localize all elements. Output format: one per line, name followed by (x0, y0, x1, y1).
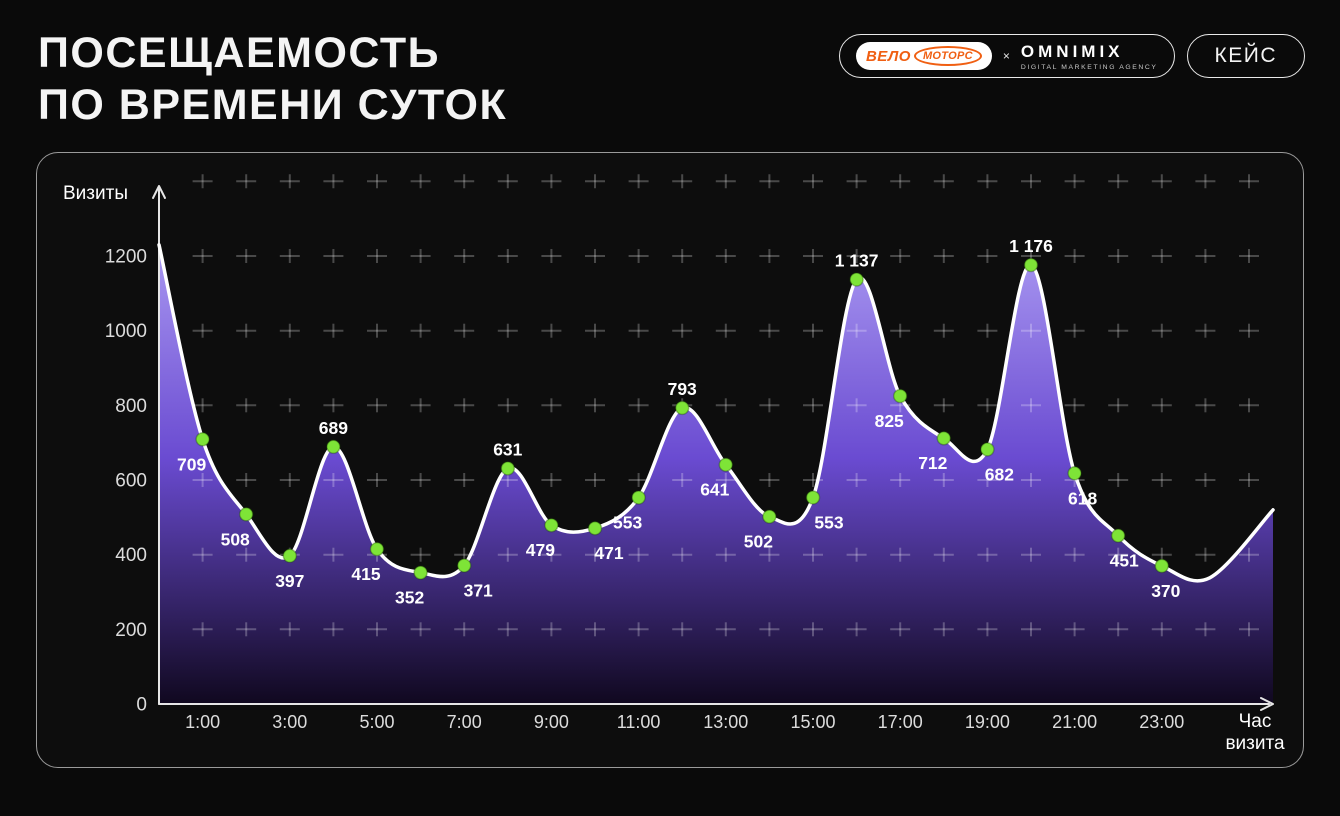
data-point-label: 415 (351, 564, 380, 584)
x-axis-label-line1: Час (1239, 711, 1272, 732)
y-tick-label: 0 (136, 695, 147, 716)
omnimix-logo-name: OMNIMIX (1020, 41, 1124, 61)
logo-separator-x: × (1002, 49, 1010, 63)
y-tick-label: 600 (115, 471, 147, 492)
x-tick-label: 3:00 (272, 712, 307, 732)
data-point-label: 397 (275, 571, 304, 591)
data-point-label: 508 (221, 529, 250, 549)
omnimix-logo-subtitle: DIGITAL MARKETING AGENCY (1020, 63, 1158, 71)
x-tick-label: 9:00 (534, 712, 569, 732)
data-point (762, 509, 777, 524)
data-point-label: 641 (700, 480, 729, 500)
data-point (587, 520, 603, 536)
x-tick-label: 21:00 (1052, 712, 1097, 732)
chart-axes (152, 185, 1274, 711)
chart-grid (192, 174, 1259, 637)
data-point-label: 825 (875, 411, 904, 431)
data-point (369, 541, 385, 557)
y-tick-label: 1200 (105, 247, 147, 268)
data-point (892, 388, 908, 404)
data-point (326, 439, 341, 455)
data-point-label: 712 (918, 453, 947, 473)
velomotors-logo-text: ВЕЛО (865, 47, 911, 65)
chart-area-fill (159, 244, 1273, 705)
data-point (1067, 466, 1082, 481)
data-point-labels: 709 508 397 689 415 352 371 631 479 471 553 793 641 5… (177, 236, 1181, 608)
data-point (195, 432, 210, 447)
data-point (1110, 528, 1126, 543)
x-tick-labels: 1:00 3:00 5:00 7:00 9:00 11:00 13:00 15:00 17:00… (185, 712, 1184, 732)
data-point (1154, 558, 1170, 574)
data-point-label: 553 (814, 513, 843, 533)
data-point-label: 1 176 (1009, 236, 1053, 256)
x-tick-label: 23:00 (1139, 712, 1184, 732)
data-point (544, 517, 559, 533)
data-point-label: 471 (594, 543, 623, 563)
data-point-label: 1 137 (835, 251, 879, 271)
y-tick-label: 200 (115, 620, 147, 641)
page-title-line2: ПО ВРЕМЕНИ СУТОК (38, 80, 508, 129)
data-points (195, 257, 1170, 580)
data-point (718, 457, 734, 472)
data-point (282, 548, 298, 564)
data-point-label: 371 (464, 581, 493, 601)
data-point (1023, 257, 1039, 273)
data-point-label: 451 (1110, 551, 1139, 571)
page-title-line1: ПОСЕЩАЕМОСТЬ (38, 29, 441, 77)
data-point (238, 507, 254, 522)
x-tick-label: 11:00 (617, 712, 661, 732)
chart-panel: Визиты Час визита 0 200 400 600 800 1000 1200 1:00… (36, 152, 1304, 768)
data-point-label: 793 (668, 379, 697, 399)
data-point-label: 709 (177, 454, 206, 474)
x-tick-label: 17:00 (878, 712, 923, 732)
y-tick-label: 1000 (105, 321, 147, 342)
data-point-label: 370 (1151, 581, 1180, 601)
y-tick-label: 400 (115, 545, 147, 566)
omnimix-logo: OMNIMIX DIGITAL MARKETING AGENCY (1021, 42, 1158, 71)
data-point-label: 502 (744, 532, 773, 552)
y-axis-label: Визиты (63, 183, 128, 204)
x-tick-label: 5:00 (359, 712, 394, 732)
header: ПОСЕЩАЕМОСТЬ ПО ВРЕМЕНИ СУТОК ВЕЛО МОТОР… (38, 28, 1305, 131)
data-point (674, 400, 690, 416)
x-axis-label-line2: визита (1225, 733, 1285, 754)
data-point-label: 682 (985, 464, 1014, 484)
x-tick-label: 15:00 (790, 712, 835, 732)
x-tick-label: 1:00 (185, 712, 220, 732)
y-tick-label: 800 (115, 396, 147, 417)
data-point-label: 352 (395, 588, 424, 608)
x-tick-label: 19:00 (965, 712, 1010, 732)
data-point-label: 479 (526, 540, 555, 560)
data-point (500, 461, 516, 476)
velomotors-logo: ВЕЛО МОТОРС (855, 42, 992, 70)
data-point-label: 618 (1068, 488, 1097, 508)
data-point (980, 442, 995, 457)
brand-logos-pill: ВЕЛО МОТОРС × OMNIMIX DIGITAL MARKETING … (838, 34, 1175, 78)
data-point (413, 565, 428, 580)
case-badge: КЕЙС (1186, 34, 1305, 78)
y-tick-labels: 0 200 400 600 800 1000 1200 (105, 247, 147, 716)
data-point (936, 430, 952, 446)
data-point-label: 631 (493, 439, 522, 459)
data-point (631, 490, 646, 505)
data-point-label: 689 (319, 418, 348, 438)
header-badges: ВЕЛО МОТОРС × OMNIMIX DIGITAL MARKETING … (838, 34, 1305, 78)
data-point (805, 490, 821, 505)
x-tick-label: 13:00 (703, 712, 748, 732)
data-point (849, 272, 864, 287)
data-point-label: 553 (613, 513, 642, 533)
data-point (456, 558, 472, 573)
velomotors-logo-oval: МОТОРС (913, 46, 982, 66)
x-tick-label: 7:00 (447, 712, 482, 732)
page-title: ПОСЕЩАЕМОСТЬ ПО ВРЕМЕНИ СУТОК (38, 28, 507, 131)
